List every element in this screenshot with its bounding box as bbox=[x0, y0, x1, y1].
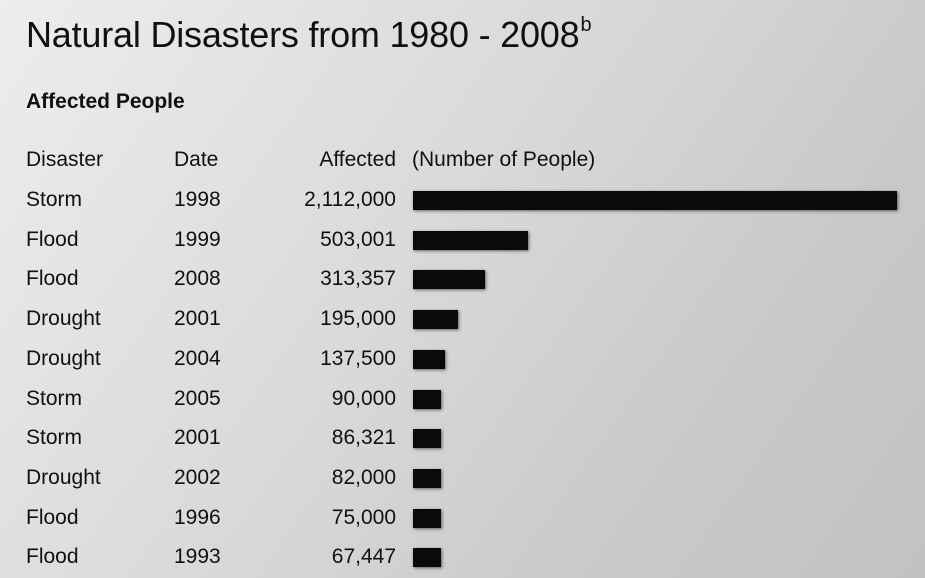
row-disaster-label: Flood bbox=[26, 227, 79, 251]
row-date-label: 2005 bbox=[174, 386, 221, 410]
row-date-label: 1999 bbox=[174, 227, 221, 251]
row-affected-value: 195,000 bbox=[320, 307, 396, 331]
column-header-affected: Affected bbox=[319, 148, 396, 171]
bar-storm-2001 bbox=[413, 429, 441, 449]
row-disaster-label: Flood bbox=[26, 267, 79, 291]
row-date-label: 1998 bbox=[174, 188, 221, 211]
row-disaster-label: Storm bbox=[26, 426, 83, 450]
row-date-label: 1996 bbox=[174, 505, 221, 529]
row-disaster-label: Flood bbox=[26, 545, 79, 569]
chart-title-text: Natural Disasters from 1980 - 2008 bbox=[26, 14, 580, 55]
row-affected-value: 2,112,000 bbox=[304, 188, 396, 211]
row-disaster-label: Flood bbox=[26, 505, 79, 529]
bar-flood-1993 bbox=[413, 548, 441, 568]
row-date-label: 2008 bbox=[174, 267, 221, 291]
row-date-label: 2001 bbox=[174, 307, 221, 331]
row-date-label: 2002 bbox=[174, 465, 221, 489]
bar-storm-1998 bbox=[413, 191, 897, 210]
bar-flood-2008 bbox=[413, 270, 485, 290]
row-affected-value: 90,000 bbox=[331, 386, 396, 410]
row-disaster-label: Drought bbox=[26, 465, 101, 489]
row-affected-value: 67,447 bbox=[331, 545, 396, 569]
row-affected-value: 82,000 bbox=[331, 465, 396, 489]
row-affected-value: 75,000 bbox=[331, 505, 396, 529]
row-date-label: 2004 bbox=[174, 346, 221, 370]
column-header-disaster: Disaster bbox=[26, 148, 104, 171]
row-date-label: 1993 bbox=[174, 545, 221, 569]
chart-subtitle: Affected People bbox=[26, 90, 185, 113]
row-date-label: 2001 bbox=[174, 426, 221, 450]
bar-drought-2001 bbox=[413, 310, 458, 330]
row-affected-value: 313,357 bbox=[320, 267, 396, 291]
row-disaster-label: Storm bbox=[26, 188, 83, 211]
row-affected-value: 86,321 bbox=[331, 426, 396, 450]
chart-title: Natural Disasters from 1980 - 2008b bbox=[26, 14, 592, 56]
row-disaster-label: Drought bbox=[26, 307, 101, 331]
bar-flood-1999 bbox=[413, 230, 528, 250]
row-affected-value: 137,500 bbox=[320, 346, 396, 370]
bar-flood-1996 bbox=[413, 508, 441, 528]
title-footnote-marker: b bbox=[580, 14, 592, 36]
bar-drought-2002 bbox=[413, 468, 441, 488]
bar-storm-2005 bbox=[413, 389, 441, 409]
bar-drought-2004 bbox=[413, 349, 445, 369]
row-affected-value: 503,001 bbox=[320, 227, 396, 251]
column-header-bar-label: (Number of People) bbox=[412, 148, 596, 171]
column-header-date: Date bbox=[174, 148, 219, 171]
row-disaster-label: Drought bbox=[26, 346, 101, 370]
row-disaster-label: Storm bbox=[26, 386, 83, 410]
